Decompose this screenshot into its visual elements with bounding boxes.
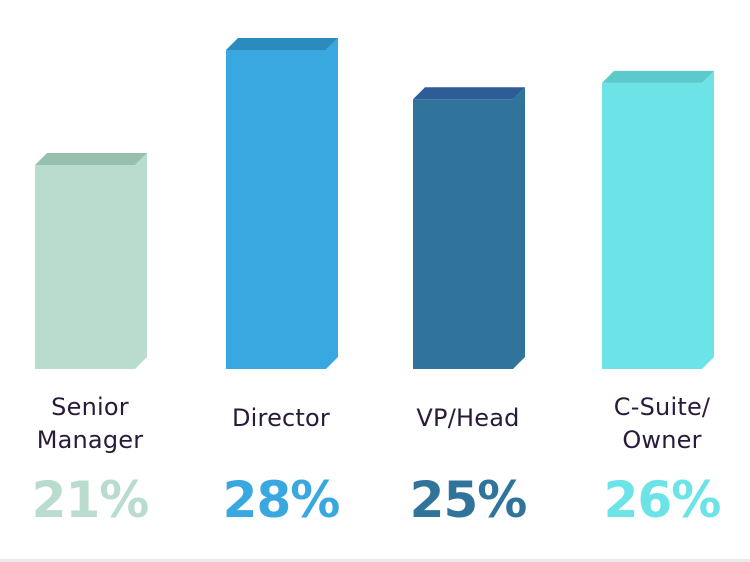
- category-label-line1: VP/Head: [416, 404, 520, 432]
- bar-side-face: [702, 70, 714, 369]
- bars-group: [35, 38, 714, 370]
- bar-front-face: [35, 165, 135, 369]
- value-label-c-suite-owner: 26%: [603, 471, 722, 529]
- bar-side-face: [326, 38, 338, 369]
- category-label-senior-manager: Senior Manager: [5, 391, 175, 457]
- category-label-line1: C-Suite/: [613, 393, 711, 421]
- category-label-line1: Senior: [51, 393, 129, 421]
- category-label-line2: Owner: [622, 426, 702, 454]
- value-label-vp-head: 25%: [409, 471, 528, 529]
- bar-top-face: [602, 70, 714, 83]
- category-label-line2: Manager: [36, 426, 144, 454]
- category-label-vp-head: VP/Head: [383, 402, 553, 435]
- bar-front-face: [413, 99, 513, 370]
- bar-side-face: [135, 153, 147, 369]
- bottom-divider: [0, 559, 750, 562]
- value-label-senior-manager: 21%: [31, 471, 150, 529]
- bar-top-face: [413, 87, 525, 100]
- bar-0: [35, 153, 147, 369]
- bar-top-face: [35, 153, 147, 165]
- bar-2: [413, 87, 525, 370]
- category-label-line1: Director: [231, 404, 330, 432]
- bar-1: [226, 38, 338, 369]
- bar-top-face: [226, 38, 338, 50]
- bar-front-face: [602, 82, 702, 369]
- bar-side-face: [513, 87, 525, 370]
- bar-3: [602, 70, 714, 369]
- bar-front-face: [226, 50, 326, 369]
- category-label-c-suite-owner: C-Suite/ Owner: [577, 391, 747, 457]
- category-label-director: Director: [196, 402, 366, 435]
- value-label-director: 28%: [222, 471, 341, 529]
